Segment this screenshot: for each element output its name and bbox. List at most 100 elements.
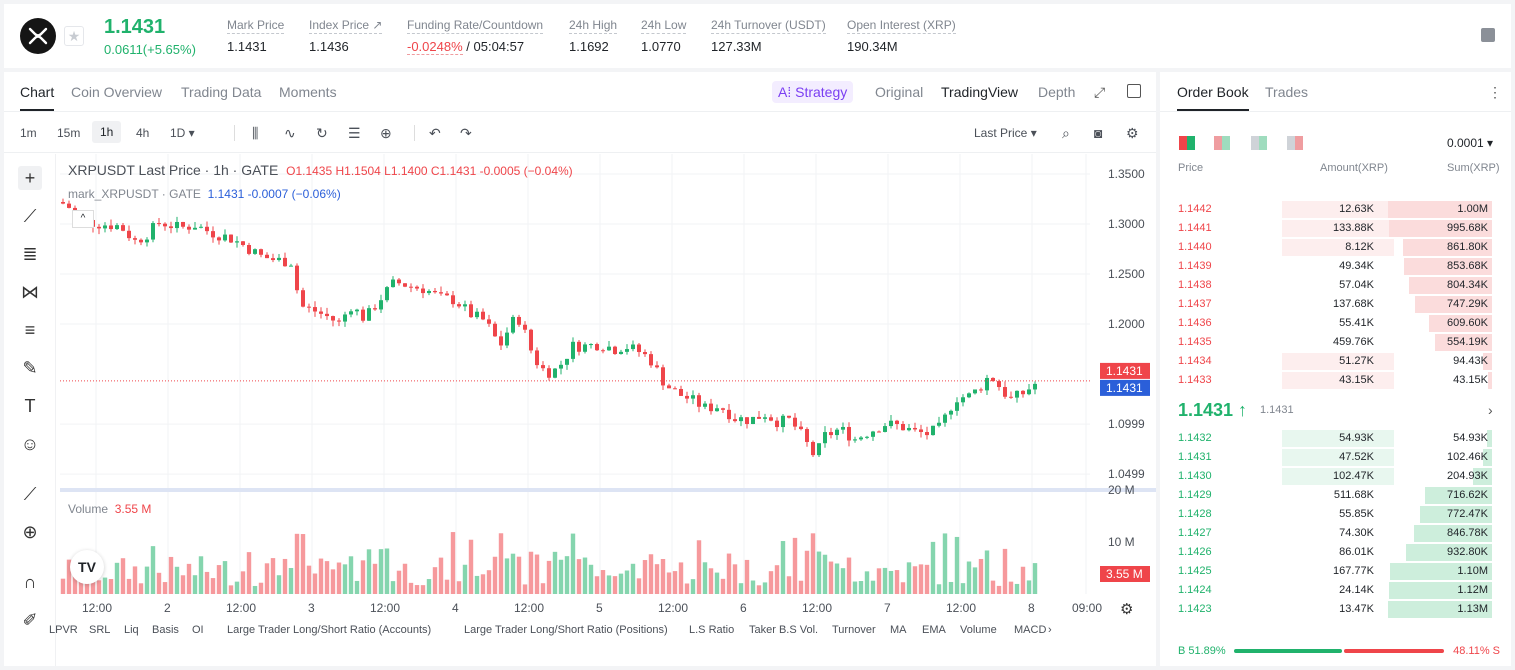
indicator-lt-positions[interactable]: Large Trader Long/Short Ratio (Positions…	[464, 624, 668, 636]
ask-row[interactable]: 1.1436 55.41K 609.60K	[1174, 314, 1502, 333]
tf-4h[interactable]: 4h	[136, 126, 150, 140]
indicator-volume[interactable]: Volume	[960, 624, 997, 636]
brush-icon[interactable]: ✎	[22, 358, 38, 378]
tab-trades[interactable]: Trades	[1265, 84, 1309, 100]
stat-label: Open Interest (XRP)	[847, 18, 956, 34]
precision-select[interactable]: 0.0001 ▾	[1447, 136, 1494, 150]
indicator-taker-bs[interactable]: Taker B.S Vol.	[749, 624, 819, 636]
tab-original[interactable]: Original	[875, 84, 924, 100]
trendline-icon[interactable]: ⟋	[23, 206, 37, 226]
collapse-legend-button[interactable]: ^	[72, 210, 94, 228]
template-icon[interactable]: ☰	[348, 125, 361, 141]
more-menu-icon[interactable]: ⋮	[1488, 84, 1502, 100]
indicator-ls-ratio[interactable]: L.S Ratio	[689, 624, 735, 636]
indicator-lt-accounts[interactable]: Large Trader Long/Short Ratio (Accounts)	[227, 624, 432, 636]
camera-icon[interactable]: ◙	[1094, 125, 1103, 141]
tab-moments[interactable]: Moments	[279, 84, 337, 100]
indicator-ma[interactable]: MA	[890, 624, 907, 636]
bid-row[interactable]: 1.1429 511.68K 716.62K	[1174, 486, 1502, 505]
search-icon[interactable]: ⌕	[1062, 125, 1070, 141]
expand-icon[interactable]: ⤢	[1094, 84, 1106, 100]
tf-15m[interactable]: 15m	[57, 126, 81, 140]
bid-row[interactable]: 1.1424 24.14K 1.12M	[1174, 581, 1502, 600]
favorite-star-icon[interactable]: ★	[64, 26, 84, 46]
bid-row[interactable]: 1.1425 167.77K 1.10M	[1174, 562, 1502, 581]
replay-icon[interactable]: ↻	[316, 125, 328, 141]
ask-row[interactable]: 1.1442 12.63K 1.00M	[1174, 200, 1502, 219]
tf-1h[interactable]: 1h	[92, 121, 122, 143]
emoji-icon[interactable]: ☺	[20, 434, 40, 454]
volume-bar	[414, 585, 420, 594]
tab-trading-data[interactable]: Trading Data	[181, 84, 262, 100]
volume-bar	[342, 564, 348, 594]
magnet-icon[interactable]: ∩	[23, 572, 37, 592]
indicator-oi[interactable]: OI	[192, 624, 204, 636]
stat-open-interest[interactable]: Open Interest (XRP) 190.34M	[847, 18, 956, 54]
ask-row[interactable]: 1.1438 57.04K 804.34K	[1174, 276, 1502, 295]
projection-icon[interactable]: ≡	[24, 320, 36, 340]
stat-mark-price[interactable]: Mark Price 1.1431	[227, 18, 285, 54]
indicator-liq[interactable]: Liq	[124, 624, 139, 636]
window-icon[interactable]	[1127, 84, 1141, 98]
price-source-select[interactable]: Last Price ▾	[974, 126, 1037, 140]
stat-index-price[interactable]: Index Price ↗ 1.1436	[309, 18, 383, 54]
indicator-srl[interactable]: SRL	[89, 624, 111, 636]
lock-draw-icon[interactable]: ✐	[22, 610, 38, 630]
volume-bar	[1026, 580, 1032, 594]
view-buy-sell-icon[interactable]	[1214, 136, 1230, 150]
stat-funding-rate[interactable]: Funding Rate/Countdown -0.0248% / 05:04:5…	[407, 18, 544, 55]
bid-row[interactable]: 1.1428 55.85K 772.47K	[1174, 505, 1502, 524]
volume-bar	[450, 532, 456, 594]
ask-row[interactable]: 1.1439 49.34K 853.68K	[1174, 257, 1502, 276]
bid-row[interactable]: 1.1427 74.30K 846.78K	[1174, 524, 1502, 543]
zoom-in-icon[interactable]: ⊕	[22, 522, 38, 542]
book-icon[interactable]	[1481, 28, 1495, 42]
candle-body	[751, 416, 755, 424]
candle-body	[151, 223, 155, 240]
alert-icon[interactable]: ⊕	[380, 125, 392, 141]
redo-icon[interactable]: ↷	[460, 125, 472, 141]
tf-1d-dropdown[interactable]: 1D ▾	[170, 126, 195, 140]
bid-row[interactable]: 1.1430 102.47K 204.93K	[1174, 467, 1502, 486]
indicator-macd[interactable]: MACD	[1014, 624, 1047, 636]
chart-settings-icon[interactable]: ⚙	[1120, 601, 1134, 618]
tab-depth[interactable]: Depth	[1038, 84, 1076, 100]
view-bids-icon[interactable]	[1251, 136, 1267, 150]
tab-tradingview[interactable]: TradingView	[941, 84, 1019, 100]
indicator-ema[interactable]: EMA	[922, 624, 946, 636]
tab-coin-overview[interactable]: Coin Overview	[71, 84, 163, 100]
tab-chart[interactable]: Chart	[20, 84, 55, 111]
bid-row[interactable]: 1.1426 86.01K 932.80K	[1174, 543, 1502, 562]
ask-row[interactable]: 1.1433 43.15K 43.15K	[1174, 371, 1502, 390]
tab-order-book[interactable]: Order Book	[1177, 84, 1249, 111]
strategy-button[interactable]: A⁞ Strategy	[772, 81, 854, 103]
indicator-basis[interactable]: Basis	[152, 624, 179, 636]
amount-depth-bar	[1282, 449, 1394, 466]
candle-type-icon[interactable]: ⫼	[252, 125, 259, 141]
ask-row[interactable]: 1.1440 8.12K 861.80K	[1174, 238, 1502, 257]
bid-row[interactable]: 1.1432 54.93K 54.93K	[1174, 429, 1502, 448]
order-sum: 102.46K	[1447, 451, 1488, 463]
indicator-turnover[interactable]: Turnover	[832, 624, 876, 636]
indicator-lpvr[interactable]: LPVR	[49, 624, 78, 636]
view-both-icon[interactable]	[1179, 136, 1195, 150]
fib-lines-icon[interactable]: ≣	[22, 244, 38, 264]
ruler-icon[interactable]: ⟋	[23, 484, 37, 504]
settings-gear-icon[interactable]: ⚙	[1126, 125, 1139, 141]
ask-row[interactable]: 1.1435 459.76K 554.19K	[1174, 333, 1502, 352]
bid-row[interactable]: 1.1431 47.52K 102.46K	[1174, 448, 1502, 467]
tf-1m[interactable]: 1m	[20, 126, 37, 140]
text-icon[interactable]: T	[24, 396, 36, 416]
scroll-right-icon[interactable]: ›	[1048, 624, 1052, 636]
candlestick-chart[interactable]: 1.3500 1.3000 1.2500 1.2000 1.0999 1.0499 12:0…	[60, 154, 1156, 666]
bid-row[interactable]: 1.1423 13.47K 1.13M	[1174, 600, 1502, 619]
ask-row[interactable]: 1.1434 51.27K 94.43K	[1174, 352, 1502, 371]
ask-row[interactable]: 1.1441 133.88K 995.68K	[1174, 219, 1502, 238]
undo-icon[interactable]: ↶	[429, 125, 441, 141]
view-asks-icon[interactable]	[1287, 136, 1303, 150]
chevron-right-icon[interactable]: ›	[1488, 402, 1493, 418]
ask-row[interactable]: 1.1437 137.68K 747.29K	[1174, 295, 1502, 314]
pattern-icon[interactable]: ⋈	[21, 282, 39, 302]
crosshair-icon[interactable]: +	[18, 166, 42, 190]
indicators-icon[interactable]: ∿	[284, 125, 296, 141]
